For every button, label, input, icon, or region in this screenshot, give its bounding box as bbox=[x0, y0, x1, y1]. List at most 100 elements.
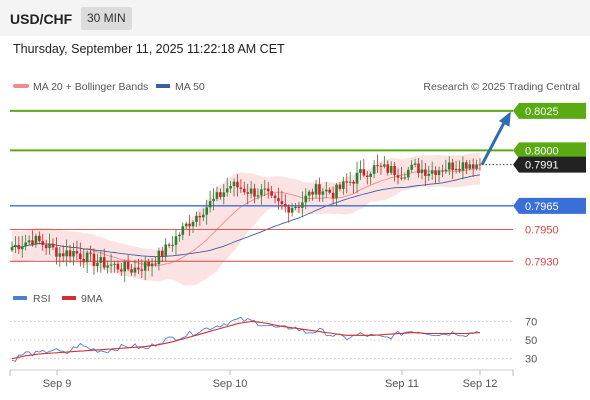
time-tick-label: Sep 9 bbox=[43, 378, 72, 390]
candle bbox=[451, 158, 454, 180]
candle bbox=[359, 160, 362, 180]
candles bbox=[10, 154, 482, 283]
level-tag-0-7991 bbox=[513, 156, 586, 173]
candle bbox=[273, 192, 277, 204]
candle bbox=[468, 160, 472, 171]
level-label-0-7965: 0.7965 bbox=[525, 201, 559, 213]
candle bbox=[222, 183, 226, 205]
ma50-legend-label: MA 50 bbox=[175, 81, 205, 93]
candle bbox=[106, 260, 109, 274]
candle bbox=[447, 156, 451, 176]
candle bbox=[65, 239, 68, 267]
candle bbox=[82, 249, 86, 268]
candle bbox=[167, 242, 171, 248]
candle bbox=[270, 185, 273, 199]
candle bbox=[27, 235, 31, 245]
candle bbox=[403, 172, 407, 181]
candle bbox=[38, 231, 41, 243]
candle bbox=[198, 212, 202, 226]
candle bbox=[318, 177, 321, 202]
candle bbox=[55, 237, 58, 265]
candle bbox=[157, 247, 161, 271]
candle bbox=[236, 174, 239, 197]
candle bbox=[188, 215, 191, 236]
candle bbox=[24, 234, 27, 251]
candle bbox=[68, 244, 72, 263]
candle bbox=[441, 164, 444, 178]
candle bbox=[379, 162, 383, 175]
candle bbox=[171, 236, 174, 252]
candle bbox=[174, 229, 178, 255]
candle bbox=[396, 168, 400, 185]
candle bbox=[365, 171, 369, 185]
time-axis: Sep 9 Sep 10 Sep 11 Sep 12 bbox=[9, 369, 514, 390]
currency-pair-title: USD/CHF bbox=[10, 11, 73, 27]
rsi-tick-label-70: 70 bbox=[525, 316, 537, 328]
candle bbox=[17, 236, 21, 255]
candle bbox=[461, 156, 465, 180]
candle bbox=[137, 259, 140, 274]
candle bbox=[372, 160, 376, 179]
candle bbox=[44, 239, 48, 255]
rsi-tick-label-30: 30 bbox=[525, 354, 537, 366]
legend-row: MA 20 + Bollinger Bands MA 50 Research ©… bbox=[13, 81, 580, 93]
timeframe-button[interactable]: 30 MIN bbox=[81, 7, 132, 30]
candle bbox=[328, 187, 331, 195]
level-label-0-8000: 0.8000 bbox=[525, 145, 559, 157]
rsi-panel: 70 50 30 bbox=[10, 316, 537, 366]
candle bbox=[79, 242, 82, 267]
rsi-legend: RSI 9MA bbox=[13, 293, 103, 305]
candle bbox=[260, 184, 263, 205]
candle bbox=[61, 245, 65, 263]
candle bbox=[208, 190, 212, 213]
candle bbox=[321, 187, 325, 202]
ma20-legend-swatch bbox=[13, 84, 29, 88]
candle bbox=[34, 233, 38, 248]
candle bbox=[212, 188, 215, 211]
candle bbox=[191, 220, 195, 233]
chart-datetime: Thursday, September 11, 2025 11:22:18 AM… bbox=[13, 42, 285, 56]
level-label-0-7930: 0.7930 bbox=[525, 256, 559, 268]
candle bbox=[478, 158, 482, 171]
credit-text: Research © 2025 Trading Central bbox=[423, 81, 580, 93]
candle bbox=[424, 163, 427, 186]
candle bbox=[471, 158, 475, 178]
candle bbox=[324, 181, 328, 198]
level-tag-0-8025 bbox=[513, 102, 586, 119]
candle bbox=[297, 201, 301, 213]
candle bbox=[229, 181, 232, 194]
candle bbox=[116, 260, 120, 273]
candle bbox=[126, 255, 130, 272]
candle bbox=[215, 186, 219, 202]
candle bbox=[444, 159, 448, 174]
candle bbox=[413, 158, 417, 168]
candle bbox=[113, 260, 116, 273]
ma50-line bbox=[11, 174, 481, 258]
candle bbox=[458, 160, 461, 174]
time-tick-label: Sep 11 bbox=[385, 378, 419, 390]
candle bbox=[287, 204, 291, 223]
candle bbox=[48, 233, 51, 255]
candle bbox=[280, 190, 284, 210]
candle bbox=[96, 253, 99, 273]
candle bbox=[348, 171, 352, 186]
candle bbox=[133, 259, 137, 277]
candle bbox=[140, 259, 144, 278]
candle bbox=[130, 263, 133, 276]
candle bbox=[277, 187, 280, 210]
rsi-line bbox=[11, 316, 481, 362]
candle bbox=[181, 222, 185, 241]
rsi-legend-swatch bbox=[13, 296, 27, 300]
candle bbox=[263, 179, 267, 196]
candle bbox=[201, 208, 205, 222]
candle bbox=[249, 181, 253, 199]
candle bbox=[89, 245, 92, 262]
candle bbox=[362, 158, 366, 178]
candle bbox=[417, 157, 420, 178]
candle bbox=[164, 238, 168, 262]
level-label-0-7950: 0.7950 bbox=[525, 225, 559, 237]
candle bbox=[376, 154, 379, 173]
ma9-legend-label: 9MA bbox=[81, 293, 103, 305]
level-tag-0-8000 bbox=[513, 142, 586, 159]
candle bbox=[72, 242, 75, 266]
